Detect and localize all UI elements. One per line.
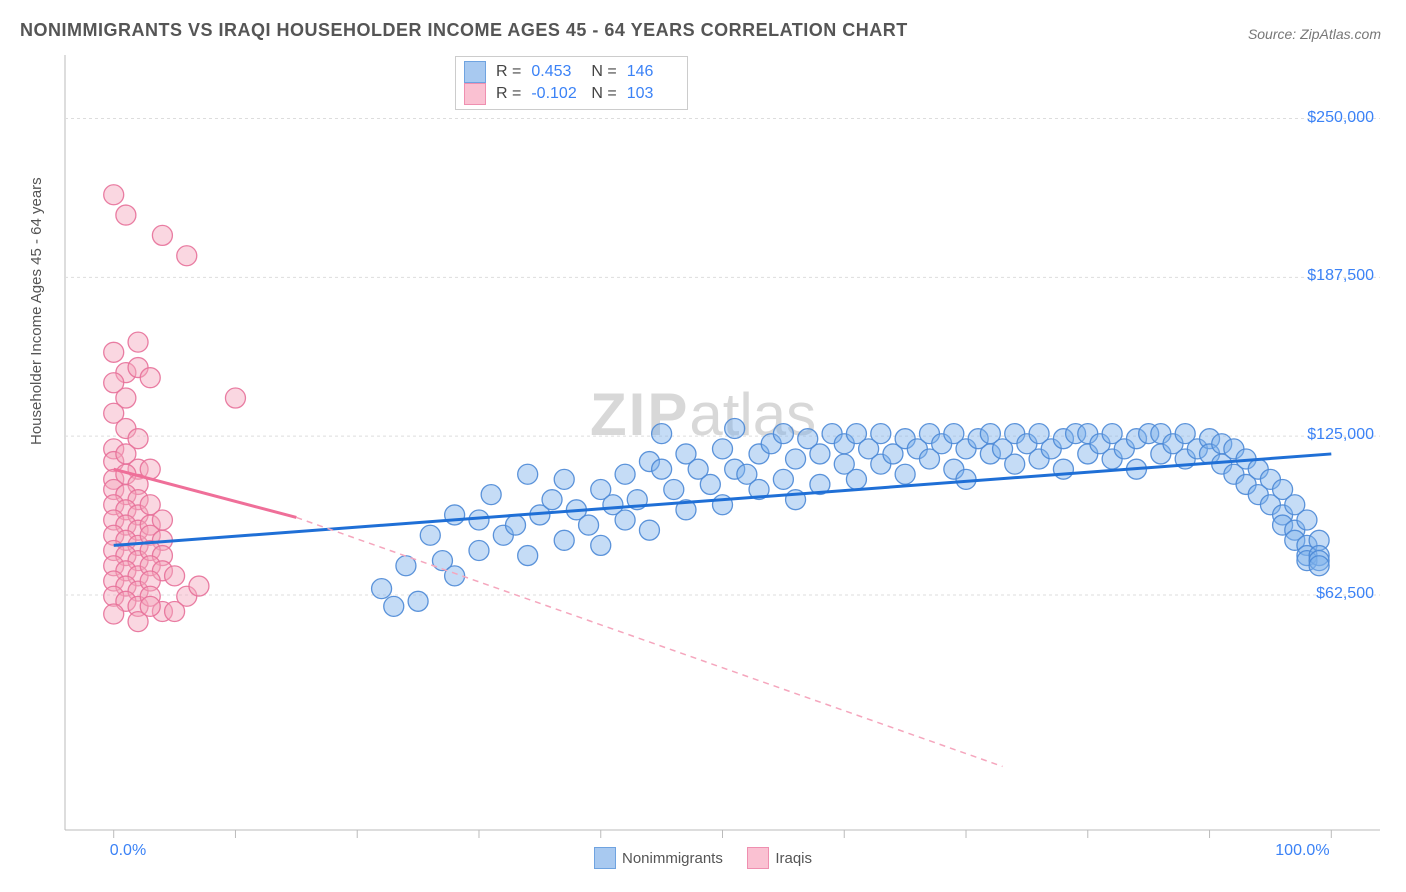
y-tick-label: $187,500	[1307, 267, 1374, 285]
r-label: R =	[496, 83, 521, 105]
x-tick-label: 0.0%	[110, 842, 146, 860]
y-tick-label: $250,000	[1307, 109, 1374, 127]
y-tick-label: $125,000	[1307, 426, 1374, 444]
x-axis-legend: Nonimmigrants Iraqis	[0, 847, 1406, 874]
legend-label-iraqis: Iraqis	[775, 850, 812, 867]
swatch-iraqis	[464, 83, 486, 105]
n-value-iraqis: 103	[627, 83, 677, 105]
n-value-nonimmigrants: 146	[627, 61, 677, 83]
legend-label-nonimmigrants: Nonimmigrants	[622, 850, 723, 867]
legend-swatch-iraqis	[747, 847, 769, 869]
stats-legend: R = 0.453 N = 146 R = -0.102 N = 103	[455, 56, 688, 110]
scatter-plot	[0, 0, 1406, 892]
r-label: R =	[496, 61, 521, 83]
n-label: N =	[591, 61, 616, 83]
x-tick-label: 100.0%	[1275, 842, 1329, 860]
legend-item-iraqis: Iraqis	[747, 847, 812, 869]
legend-item-nonimmigrants: Nonimmigrants	[594, 847, 723, 869]
r-value-nonimmigrants: 0.453	[531, 61, 581, 83]
r-value-iraqis: -0.102	[531, 83, 581, 105]
legend-swatch-nonimmigrants	[594, 847, 616, 869]
stats-row-iraqis: R = -0.102 N = 103	[464, 83, 677, 105]
n-label: N =	[591, 83, 616, 105]
swatch-nonimmigrants	[464, 61, 486, 83]
y-tick-label: $62,500	[1316, 585, 1374, 603]
stats-row-nonimmigrants: R = 0.453 N = 146	[464, 61, 677, 83]
